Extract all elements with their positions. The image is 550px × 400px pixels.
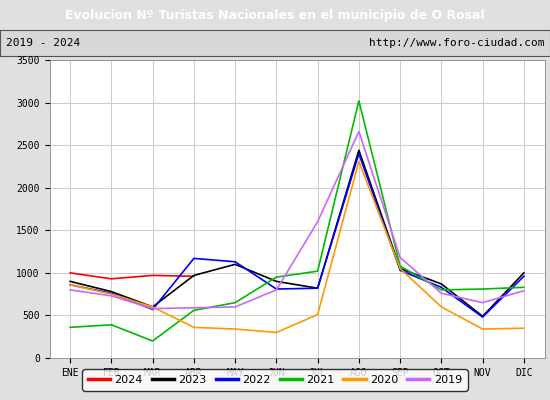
Legend: 2024, 2023, 2022, 2021, 2020, 2019: 2024, 2023, 2022, 2021, 2020, 2019 [82, 370, 468, 390]
Text: Evolucion Nº Turistas Nacionales en el municipio de O Rosal: Evolucion Nº Turistas Nacionales en el m… [65, 8, 485, 22]
Text: http://www.foro-ciudad.com: http://www.foro-ciudad.com [369, 38, 544, 48]
Text: 2019 - 2024: 2019 - 2024 [6, 38, 80, 48]
